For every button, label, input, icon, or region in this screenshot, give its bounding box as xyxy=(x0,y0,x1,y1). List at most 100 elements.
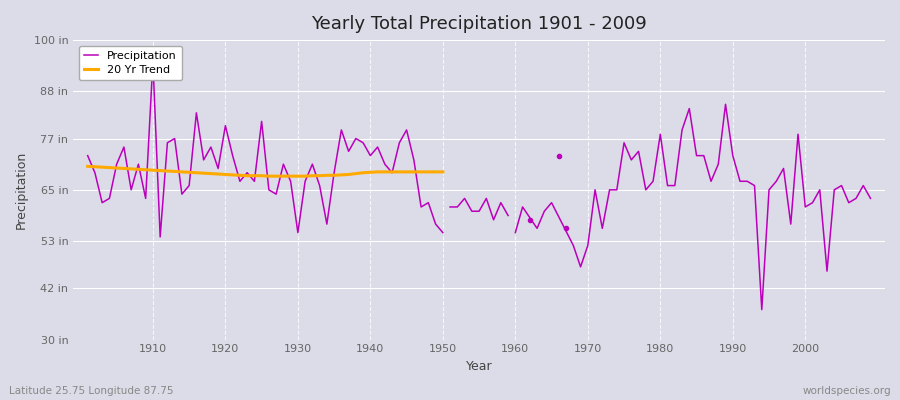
Precipitation xyxy=(82,153,93,158)
Precipitation xyxy=(126,188,137,192)
Precipitation xyxy=(328,170,339,175)
20 Yr Trend xyxy=(169,169,180,174)
Precipitation xyxy=(155,234,166,239)
20 Yr Trend xyxy=(343,172,354,177)
20 Yr Trend xyxy=(212,172,223,176)
20 Yr Trend xyxy=(198,171,209,176)
20 Yr Trend xyxy=(357,170,368,175)
Legend: Precipitation, 20 Yr Trend: Precipitation, 20 Yr Trend xyxy=(78,46,182,80)
20 Yr Trend xyxy=(220,172,230,177)
20 Yr Trend xyxy=(307,173,318,178)
Precipitation xyxy=(314,183,325,188)
Precipitation xyxy=(292,230,303,235)
Precipitation xyxy=(416,204,427,209)
20 Yr Trend xyxy=(104,165,115,170)
20 Yr Trend xyxy=(373,170,383,174)
Y-axis label: Precipitation: Precipitation xyxy=(15,151,28,229)
X-axis label: Year: Year xyxy=(466,360,492,373)
Line: 20 Yr Trend: 20 Yr Trend xyxy=(87,166,443,176)
20 Yr Trend xyxy=(155,168,166,173)
Precipitation xyxy=(227,153,238,158)
20 Yr Trend xyxy=(321,173,332,178)
20 Yr Trend xyxy=(423,170,434,174)
20 Yr Trend xyxy=(285,174,296,178)
20 Yr Trend xyxy=(394,170,405,174)
Precipitation xyxy=(119,145,130,150)
20 Yr Trend xyxy=(271,174,282,178)
Precipitation xyxy=(373,145,383,150)
Precipitation xyxy=(184,183,194,188)
Precipitation xyxy=(256,119,267,124)
20 Yr Trend xyxy=(242,173,253,178)
20 Yr Trend xyxy=(409,170,419,174)
Precipitation xyxy=(148,59,158,64)
20 Yr Trend xyxy=(437,170,448,174)
Precipitation xyxy=(104,196,115,201)
Precipitation xyxy=(394,140,405,145)
Precipitation xyxy=(89,170,100,175)
Precipitation xyxy=(205,145,216,150)
20 Yr Trend xyxy=(256,173,267,178)
20 Yr Trend xyxy=(314,173,325,178)
20 Yr Trend xyxy=(133,167,144,172)
Precipitation xyxy=(271,192,282,196)
Precipitation xyxy=(191,110,202,115)
Title: Yearly Total Precipitation 1901 - 2009: Yearly Total Precipitation 1901 - 2009 xyxy=(311,15,647,33)
Precipitation xyxy=(365,153,376,158)
20 Yr Trend xyxy=(300,174,310,178)
20 Yr Trend xyxy=(97,165,108,170)
20 Yr Trend xyxy=(82,164,93,169)
Precipitation xyxy=(350,136,361,141)
Precipitation xyxy=(112,162,122,166)
Line: Precipitation: Precipitation xyxy=(87,62,443,237)
20 Yr Trend xyxy=(249,173,260,178)
Precipitation xyxy=(242,170,253,175)
20 Yr Trend xyxy=(176,170,187,174)
Precipitation xyxy=(300,179,310,184)
20 Yr Trend xyxy=(184,170,194,175)
Precipitation xyxy=(169,136,180,141)
20 Yr Trend xyxy=(148,168,158,172)
20 Yr Trend xyxy=(264,174,274,178)
20 Yr Trend xyxy=(380,170,391,174)
Precipitation xyxy=(212,166,223,171)
20 Yr Trend xyxy=(191,170,202,175)
Precipitation xyxy=(387,170,398,175)
20 Yr Trend xyxy=(401,170,412,174)
20 Yr Trend xyxy=(140,167,151,172)
Precipitation xyxy=(307,162,318,166)
Precipitation xyxy=(409,158,419,162)
20 Yr Trend xyxy=(292,174,303,178)
Precipitation xyxy=(380,162,391,166)
Precipitation xyxy=(343,149,354,154)
Precipitation xyxy=(336,128,346,132)
Precipitation xyxy=(198,158,209,162)
Precipitation xyxy=(220,123,230,128)
20 Yr Trend xyxy=(162,169,173,174)
20 Yr Trend xyxy=(126,166,137,171)
Precipitation xyxy=(97,200,108,205)
20 Yr Trend xyxy=(416,170,427,174)
20 Yr Trend xyxy=(278,174,289,178)
Precipitation xyxy=(401,128,412,132)
20 Yr Trend xyxy=(235,173,246,178)
Precipitation xyxy=(278,162,289,166)
Text: worldspecies.org: worldspecies.org xyxy=(803,386,891,396)
20 Yr Trend xyxy=(205,171,216,176)
Precipitation xyxy=(264,188,274,192)
Precipitation xyxy=(423,200,434,205)
Precipitation xyxy=(140,196,151,201)
20 Yr Trend xyxy=(328,173,339,178)
20 Yr Trend xyxy=(430,170,441,174)
Precipitation xyxy=(162,140,173,145)
Precipitation xyxy=(430,222,441,226)
Precipitation xyxy=(321,222,332,226)
Precipitation xyxy=(437,230,448,235)
20 Yr Trend xyxy=(227,172,238,177)
20 Yr Trend xyxy=(387,170,398,174)
Text: Latitude 25.75 Longitude 87.75: Latitude 25.75 Longitude 87.75 xyxy=(9,386,174,396)
Precipitation xyxy=(285,179,296,184)
20 Yr Trend xyxy=(365,170,376,175)
20 Yr Trend xyxy=(119,166,130,171)
20 Yr Trend xyxy=(350,171,361,176)
